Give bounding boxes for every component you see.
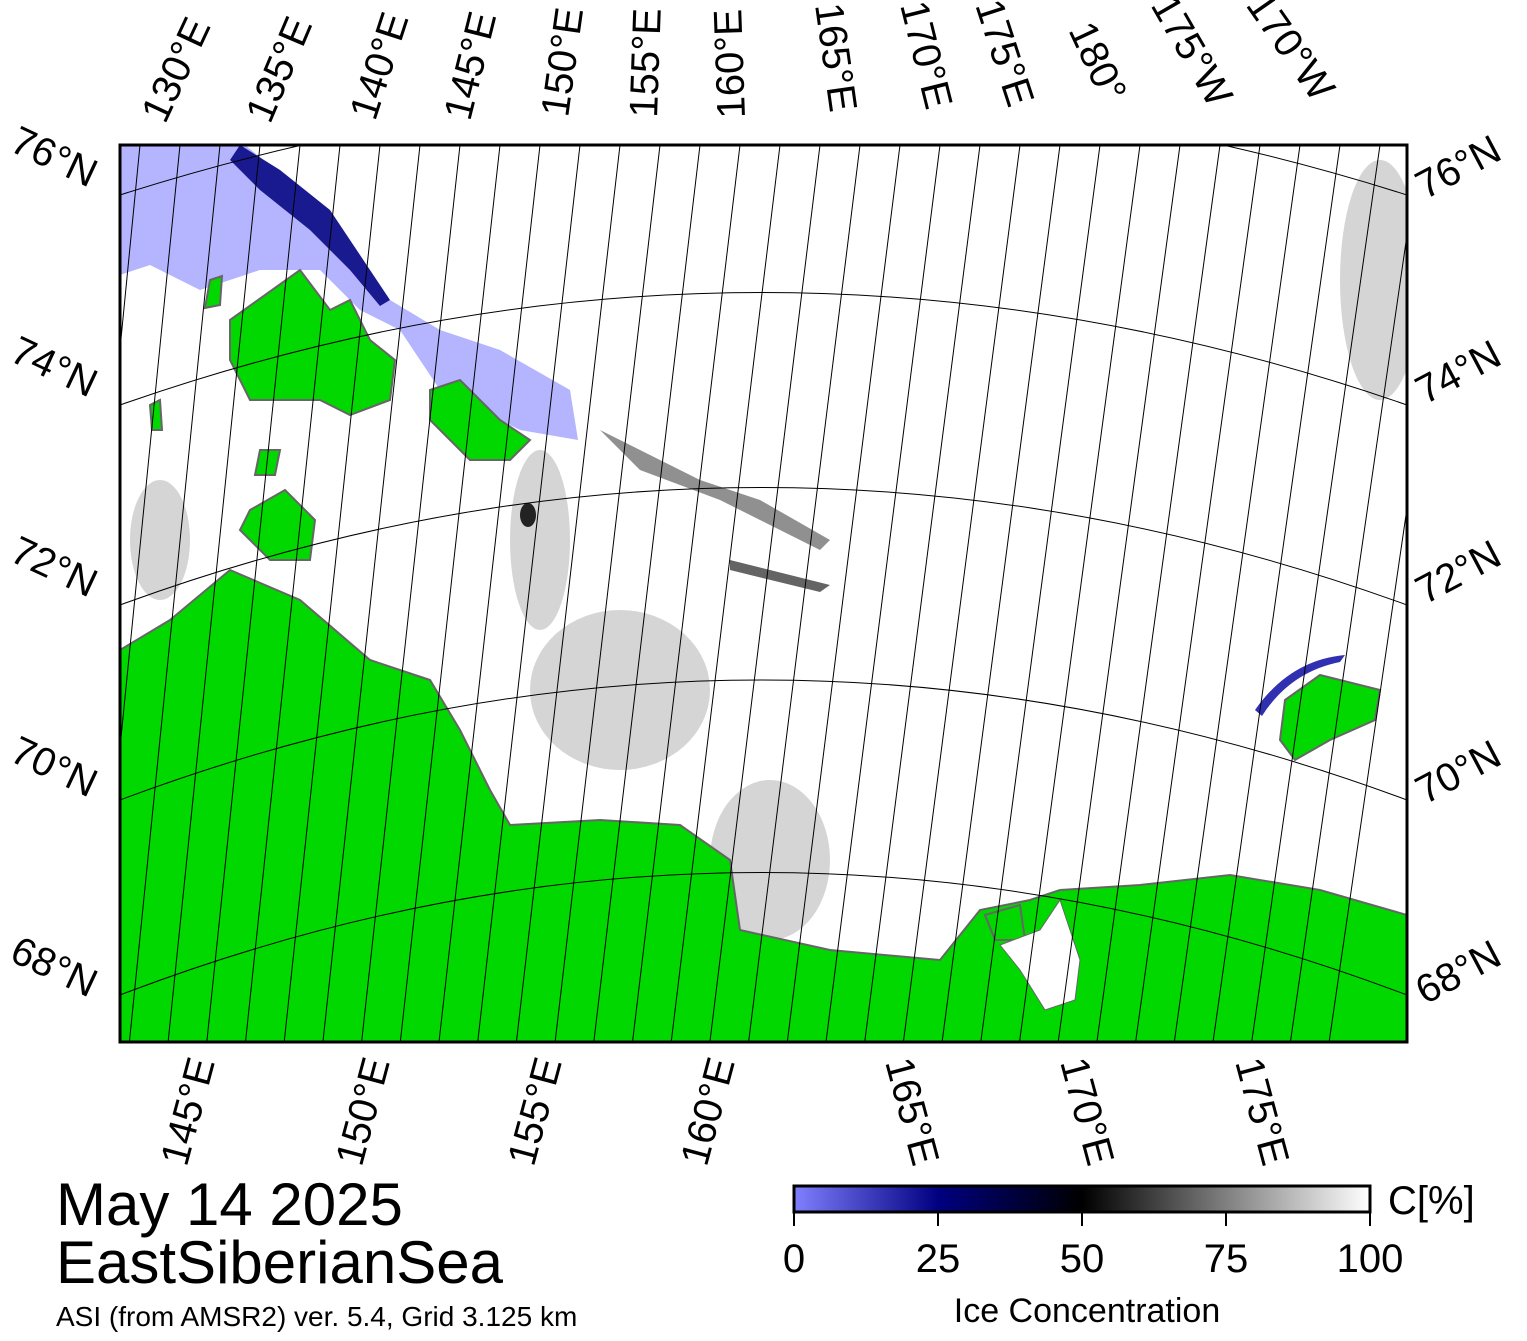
right-label: 74°N [1409, 332, 1509, 413]
bottom-label: 170°E [1051, 1053, 1122, 1170]
colorbar-unit: C[%] [1388, 1179, 1475, 1223]
top-label: 180° [1060, 15, 1135, 109]
bays [999, 898, 1081, 1011]
ice-low [120, 145, 578, 440]
top-label: 175°W [1142, 0, 1240, 114]
left-label: 74°N [4, 328, 104, 406]
right-label: 68°N [1409, 932, 1509, 1013]
top-label: 155°E [622, 7, 670, 118]
bottom-label: 145°E [153, 1053, 224, 1170]
map [120, 145, 1407, 1042]
colorbar-tick-label: 50 [1060, 1237, 1105, 1281]
top-label: 160°E [706, 8, 754, 119]
left-label: 70°N [4, 728, 104, 806]
colorbar-bar [792, 1184, 1372, 1214]
graticule [120, 145, 1407, 1042]
bottom-label: 165°E [876, 1053, 947, 1170]
right-label: 76°N [1409, 127, 1509, 208]
top-label: 140°E [342, 7, 418, 125]
colorbar-tick-label: 0 [783, 1237, 805, 1281]
top-label: 150°E [533, 5, 592, 119]
top-label: 175°E [966, 0, 1042, 112]
map-frame [118, 143, 1409, 1044]
left-label: 72°N [4, 528, 104, 606]
top-label: 130°E [133, 11, 219, 129]
ice-patches [130, 160, 1407, 940]
ice-mid [230, 145, 390, 306]
colorbar-tick-label: 75 [1204, 1237, 1249, 1281]
bottom-label: 175°E [1226, 1053, 1297, 1170]
colorbar: C[%] Ice Concentration 0 25 50 75 100 [783, 1179, 1475, 1330]
colorbar-tick-label: 100 [1337, 1237, 1404, 1281]
top-label: 135°E [238, 11, 321, 129]
top-label: 170°W [1238, 0, 1343, 109]
right-label: 72°N [1409, 532, 1509, 613]
land [120, 268, 1407, 1042]
bottom-label: 150°E [328, 1053, 399, 1170]
colorbar-tick-label: 25 [916, 1237, 961, 1281]
top-label: 145°E [436, 7, 505, 124]
colorbar-label: Ice Concentration [954, 1292, 1221, 1330]
left-label: 76°N [4, 118, 104, 196]
top-label: 170°E [891, 0, 960, 113]
bottom-label: 155°E [500, 1053, 571, 1170]
date: May 14 2025 [56, 1171, 403, 1238]
source: ASI (from AMSR2) ver. 5.4, Grid 3.125 km [56, 1301, 577, 1332]
ice-arc [1255, 655, 1345, 716]
left-label: 68°N [4, 928, 104, 1006]
region: EastSiberianSea [56, 1229, 504, 1296]
right-label: 70°N [1409, 732, 1509, 813]
bottom-label: 160°E [673, 1053, 744, 1170]
top-label: 165°E [806, 0, 865, 114]
